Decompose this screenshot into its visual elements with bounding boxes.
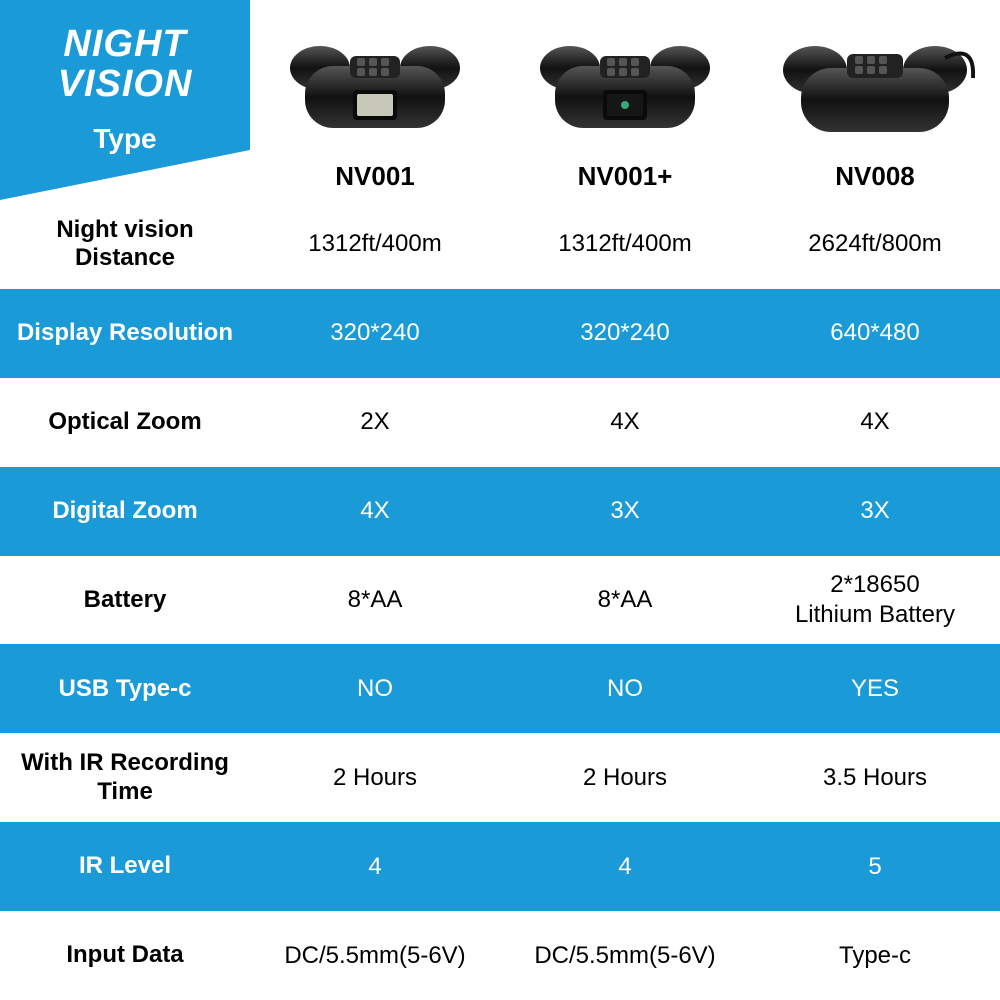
spec-row-6: With IR Recording Time2 Hours2 Hours3.5 … xyxy=(0,733,1000,822)
spec-value: 2X xyxy=(250,378,500,467)
product-col-0: NV001 xyxy=(250,0,500,200)
spec-label: Display Resolution xyxy=(0,289,250,378)
spec-value: NO xyxy=(250,644,500,733)
spec-value: DC/5.5mm(5-6V) xyxy=(250,911,500,1000)
spec-value: 8*AA xyxy=(250,556,500,645)
spec-value: 4X xyxy=(500,378,750,467)
spec-value: 5 xyxy=(750,822,1000,911)
header-row: NIGHT VISION Type xyxy=(0,0,1000,200)
spec-label: Digital Zoom xyxy=(0,467,250,556)
product-image-2 xyxy=(770,33,980,153)
product-label-1: NV001+ xyxy=(578,161,673,192)
product-image-1 xyxy=(520,33,730,153)
product-col-2: NV008 xyxy=(750,0,1000,200)
spec-label: USB Type-c xyxy=(0,644,250,733)
spec-row-4: Battery8*AA8*AA2*18650 Lithium Battery xyxy=(0,556,1000,645)
spec-value: 4 xyxy=(500,822,750,911)
spec-value: 2 Hours xyxy=(500,733,750,822)
title-main: NIGHT VISION xyxy=(58,25,193,105)
spec-value: 4X xyxy=(750,378,1000,467)
spec-value: 4X xyxy=(250,467,500,556)
spec-value: 3.5 Hours xyxy=(750,733,1000,822)
spec-value: DC/5.5mm(5-6V) xyxy=(500,911,750,1000)
comparison-table: NIGHT VISION Type xyxy=(0,0,1000,1000)
product-col-1: NV001+ xyxy=(500,0,750,200)
spec-value: 2*18650 Lithium Battery xyxy=(750,556,1000,645)
spec-value: 640*480 xyxy=(750,289,1000,378)
spec-value: 4 xyxy=(250,822,500,911)
spec-label: Optical Zoom xyxy=(0,378,250,467)
spec-row-1: Display Resolution320*240320*240640*480 xyxy=(0,289,1000,378)
spec-value: 3X xyxy=(750,467,1000,556)
spec-label: Battery xyxy=(0,556,250,645)
binocular-icon xyxy=(275,38,475,148)
spec-row-0: Night vision Distance1312ft/400m1312ft/4… xyxy=(0,200,1000,289)
spec-value: NO xyxy=(500,644,750,733)
product-label-2: NV008 xyxy=(835,161,915,192)
spec-value: 1312ft/400m xyxy=(250,200,500,289)
title-line2: VISION xyxy=(58,63,193,105)
spec-label: IR Level xyxy=(0,822,250,911)
product-image-0 xyxy=(270,33,480,153)
spec-row-5: USB Type-cNONOYES xyxy=(0,644,1000,733)
spec-row-2: Optical Zoom2X4X4X xyxy=(0,378,1000,467)
type-label: Type xyxy=(93,123,156,155)
spec-value: Type-c xyxy=(750,911,1000,1000)
spec-value: 3X xyxy=(500,467,750,556)
binocular-icon xyxy=(525,38,725,148)
binocular-icon xyxy=(775,38,975,148)
spec-row-3: Digital Zoom4X3X3X xyxy=(0,467,1000,556)
title-line1: NIGHT xyxy=(63,23,186,65)
spec-label: With IR Recording Time xyxy=(0,733,250,822)
spec-label: Night vision Distance xyxy=(0,200,250,289)
spec-value: 320*240 xyxy=(500,289,750,378)
spec-value: 2624ft/800m xyxy=(750,200,1000,289)
spec-value: 8*AA xyxy=(500,556,750,645)
spec-value: 2 Hours xyxy=(250,733,500,822)
spec-label: Input Data xyxy=(0,911,250,1000)
spec-row-8: Input DataDC/5.5mm(5-6V)DC/5.5mm(5-6V)Ty… xyxy=(0,911,1000,1000)
spec-value: YES xyxy=(750,644,1000,733)
spec-row-7: IR Level445 xyxy=(0,822,1000,911)
title-cell: NIGHT VISION Type xyxy=(0,0,250,200)
spec-value: 1312ft/400m xyxy=(500,200,750,289)
spec-value: 320*240 xyxy=(250,289,500,378)
product-label-0: NV001 xyxy=(335,161,415,192)
